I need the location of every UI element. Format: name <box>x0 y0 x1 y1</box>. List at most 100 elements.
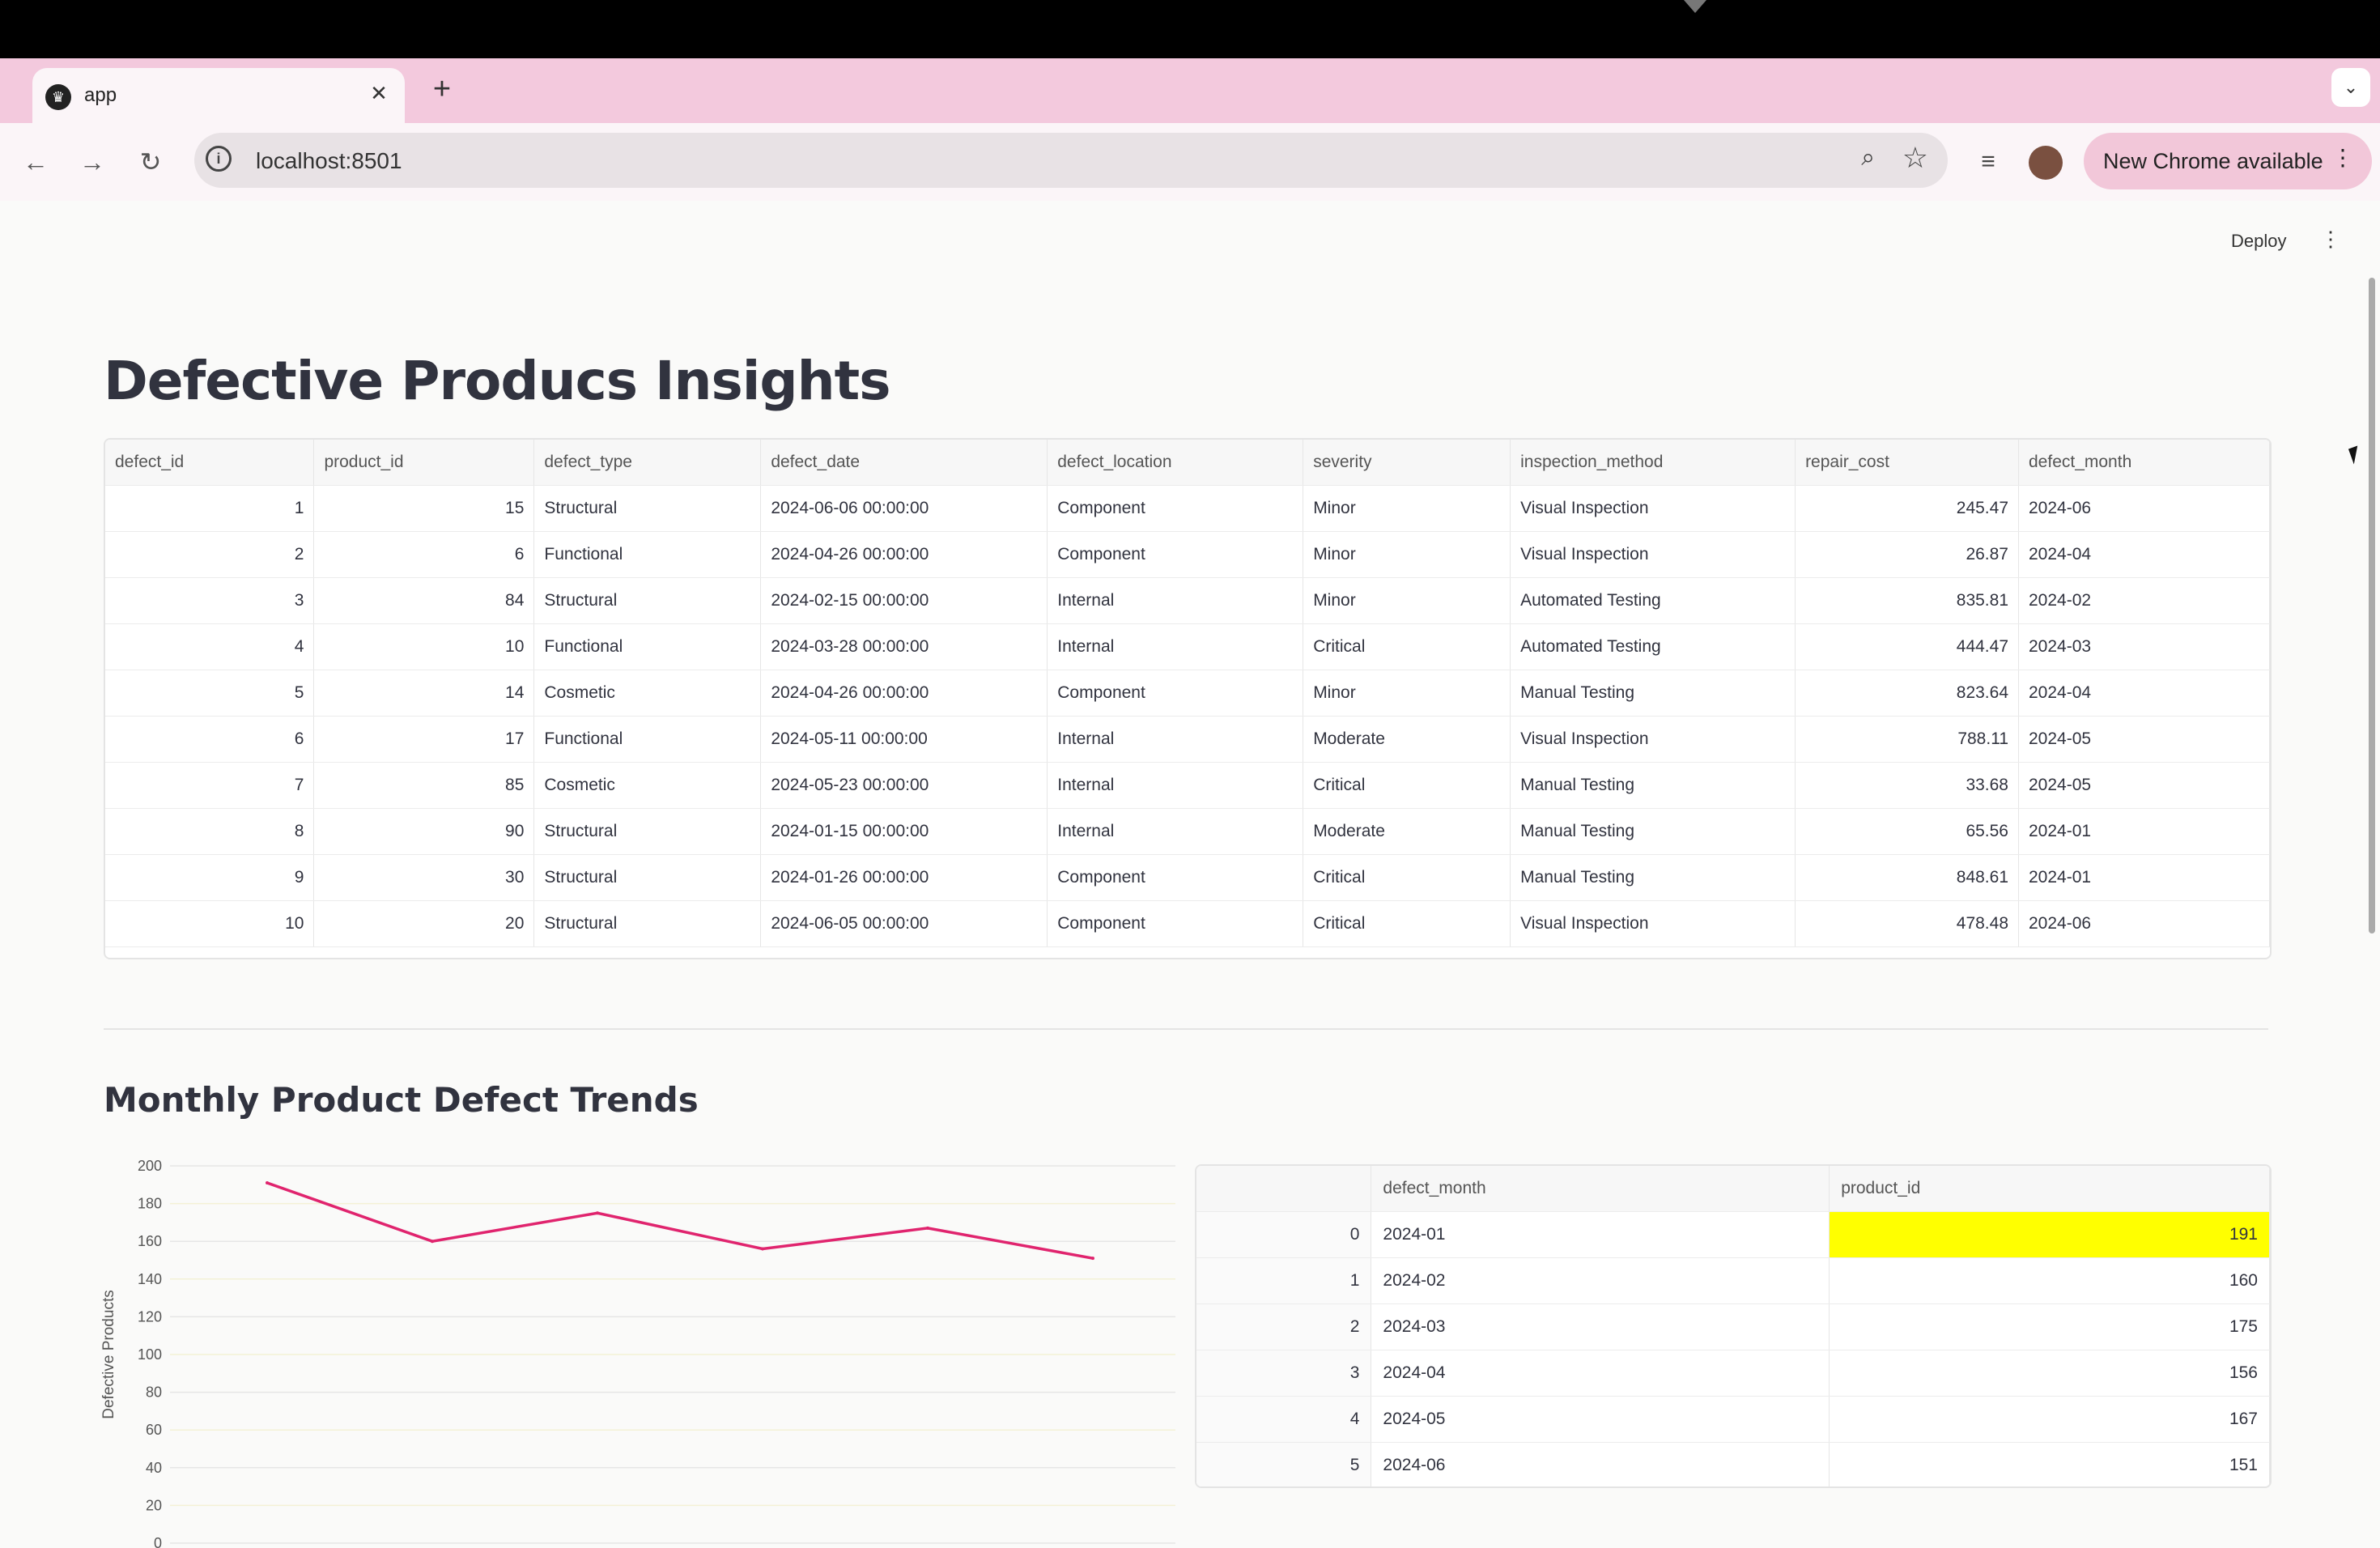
table-cell[interactable]: 84 <box>313 577 535 624</box>
column-header-defect-type[interactable]: defect_type <box>533 440 762 486</box>
table-row[interactable]: 1 2024-02 160 <box>1196 1257 2270 1304</box>
table-cell[interactable]: Manual Testing <box>1510 762 1796 809</box>
row-index[interactable]: 3 <box>1196 1350 1372 1397</box>
table-cell[interactable]: 245.47 <box>1795 485 2019 532</box>
table-cell[interactable]: Automated Testing <box>1510 623 1796 670</box>
data-point[interactable] <box>1091 1257 1094 1261</box>
table-cell[interactable]: 20 <box>313 900 535 947</box>
table-cell[interactable]: 90 <box>313 808 535 855</box>
row-index[interactable]: 2 <box>1196 1303 1372 1350</box>
table-cell[interactable]: 2024-06 <box>1371 1442 1830 1486</box>
table-cell[interactable]: Critical <box>1303 762 1511 809</box>
table-cell[interactable]: Visual Inspection <box>1510 531 1796 578</box>
table-cell[interactable]: 3 <box>105 577 315 624</box>
table-cell[interactable]: Minor <box>1303 670 1511 717</box>
table-cell[interactable]: 2 <box>105 531 315 578</box>
table-cell[interactable]: 848.61 <box>1795 854 2019 901</box>
table-cell[interactable]: Critical <box>1303 900 1511 947</box>
table-cell[interactable]: Manual Testing <box>1510 670 1796 717</box>
table-row[interactable]: 9 30 Structural 2024-01-26 00:00:00 Componen… <box>105 854 2270 901</box>
table-row[interactable]: 2 6 Functional 2024-04-26 00:00:00 Component… <box>105 531 2270 578</box>
table-cell[interactable]: Functional <box>533 623 762 670</box>
address-bar[interactable]: i ⌕ ☆ <box>194 133 1948 188</box>
table-cell[interactable]: 2024-02 <box>2018 577 2270 624</box>
table-cell[interactable]: Component <box>1047 531 1304 578</box>
table-cell[interactable]: 2024-04-26 00:00:00 <box>760 670 1048 717</box>
table-cell[interactable]: 2024-02 <box>1371 1257 1830 1304</box>
table-row[interactable]: 2 2024-03 175 <box>1196 1303 2270 1350</box>
column-header-defect-location[interactable]: defect_location <box>1047 440 1304 486</box>
column-header-defect-date[interactable]: defect_date <box>760 440 1048 486</box>
table-cell[interactable]: Manual Testing <box>1510 808 1796 855</box>
table-cell[interactable]: 478.48 <box>1795 900 2019 947</box>
table-cell[interactable]: 2024-06-05 00:00:00 <box>760 900 1048 947</box>
table-cell[interactable]: 26.87 <box>1795 531 2019 578</box>
app-menu-icon[interactable]: ⋮ <box>2320 227 2341 251</box>
index-header[interactable] <box>1196 1166 1372 1212</box>
table-cell[interactable]: 7 <box>105 762 315 809</box>
table-cell[interactable]: 2024-03-28 00:00:00 <box>760 623 1048 670</box>
table-cell[interactable]: Structural <box>533 485 762 532</box>
zoom-icon[interactable]: ⌕ <box>1861 144 1875 171</box>
column-header-inspection-method[interactable]: inspection_method <box>1510 440 1796 486</box>
table-cell[interactable]: 14 <box>313 670 535 717</box>
table-cell[interactable]: Moderate <box>1303 716 1511 763</box>
table-cell[interactable]: 2024-05 <box>1371 1396 1830 1443</box>
row-index[interactable]: 1 <box>1196 1257 1372 1304</box>
table-cell[interactable]: 2024-03 <box>2018 623 2270 670</box>
info-icon[interactable]: i <box>206 146 232 172</box>
table-cell[interactable]: 85 <box>313 762 535 809</box>
table-cell[interactable]: Manual Testing <box>1510 854 1796 901</box>
table-cell[interactable]: 15 <box>313 485 535 532</box>
table-cell[interactable]: Component <box>1047 485 1304 532</box>
table-cell[interactable]: 30 <box>313 854 535 901</box>
table-cell[interactable]: 2024-06 <box>2018 485 2270 532</box>
scrollbar-thumb[interactable] <box>2369 278 2375 933</box>
table-cell[interactable]: Structural <box>533 808 762 855</box>
monthly-dataframe[interactable]: defect_month product_id 0 2024-01 191 1 2024-… <box>1195 1164 2272 1488</box>
table-cell[interactable]: Structural <box>533 577 762 624</box>
table-cell[interactable]: 2024-04-26 00:00:00 <box>760 531 1048 578</box>
table-cell[interactable]: 9 <box>105 854 315 901</box>
media-icon[interactable]: ≡ <box>1981 148 1995 175</box>
table-cell[interactable]: Internal <box>1047 577 1304 624</box>
row-index[interactable]: 4 <box>1196 1396 1372 1443</box>
table-cell[interactable]: 823.64 <box>1795 670 2019 717</box>
table-row[interactable]: 3 84 Structural 2024-02-15 00:00:00 Internal… <box>105 577 2270 624</box>
data-point[interactable] <box>266 1180 269 1184</box>
data-point[interactable] <box>596 1211 599 1215</box>
table-row[interactable]: 8 90 Structural 2024-01-15 00:00:00 Internal… <box>105 808 2270 855</box>
table-cell[interactable]: Internal <box>1047 762 1304 809</box>
table-cell[interactable]: Component <box>1047 854 1304 901</box>
table-cell[interactable]: 2024-04 <box>2018 531 2270 578</box>
table-cell[interactable]: 10 <box>105 900 315 947</box>
table-cell[interactable]: 8 <box>105 808 315 855</box>
table-cell[interactable]: Structural <box>533 900 762 947</box>
table-cell[interactable]: 835.81 <box>1795 577 2019 624</box>
table-cell[interactable]: 5 <box>105 670 315 717</box>
table-cell[interactable]: 6 <box>313 531 535 578</box>
table-cell[interactable]: Critical <box>1303 854 1511 901</box>
table-row[interactable]: 5 14 Cosmetic 2024-04-26 00:00:00 Component M… <box>105 670 2270 717</box>
table-cell[interactable]: Functional <box>533 716 762 763</box>
table-cell[interactable]: 2024-04 <box>1371 1350 1830 1397</box>
table-cell[interactable]: Structural <box>533 854 762 901</box>
table-row[interactable]: 0 2024-01 191 <box>1196 1211 2270 1258</box>
table-cell[interactable]: 191 <box>1829 1211 2270 1258</box>
table-cell[interactable]: 2024-06-06 00:00:00 <box>760 485 1048 532</box>
new-tab-button[interactable]: + <box>432 72 452 106</box>
reload-icon[interactable]: ↻ <box>139 147 162 176</box>
table-cell[interactable]: 175 <box>1829 1303 2270 1350</box>
table-cell[interactable]: 167 <box>1829 1396 2270 1443</box>
table-cell[interactable]: 6 <box>105 716 315 763</box>
star-icon[interactable]: ☆ <box>1902 141 1928 174</box>
table-cell[interactable]: Functional <box>533 531 762 578</box>
table-cell[interactable]: 17 <box>313 716 535 763</box>
column-header-defect-month[interactable]: defect_month <box>2018 440 2270 486</box>
table-cell[interactable]: Minor <box>1303 577 1511 624</box>
table-cell[interactable]: Internal <box>1047 808 1304 855</box>
forward-icon[interactable]: → <box>79 147 105 176</box>
table-cell[interactable]: Visual Inspection <box>1510 485 1796 532</box>
table-cell[interactable]: Minor <box>1303 485 1511 532</box>
table-row[interactable]: 4 2024-05 167 <box>1196 1396 2270 1443</box>
